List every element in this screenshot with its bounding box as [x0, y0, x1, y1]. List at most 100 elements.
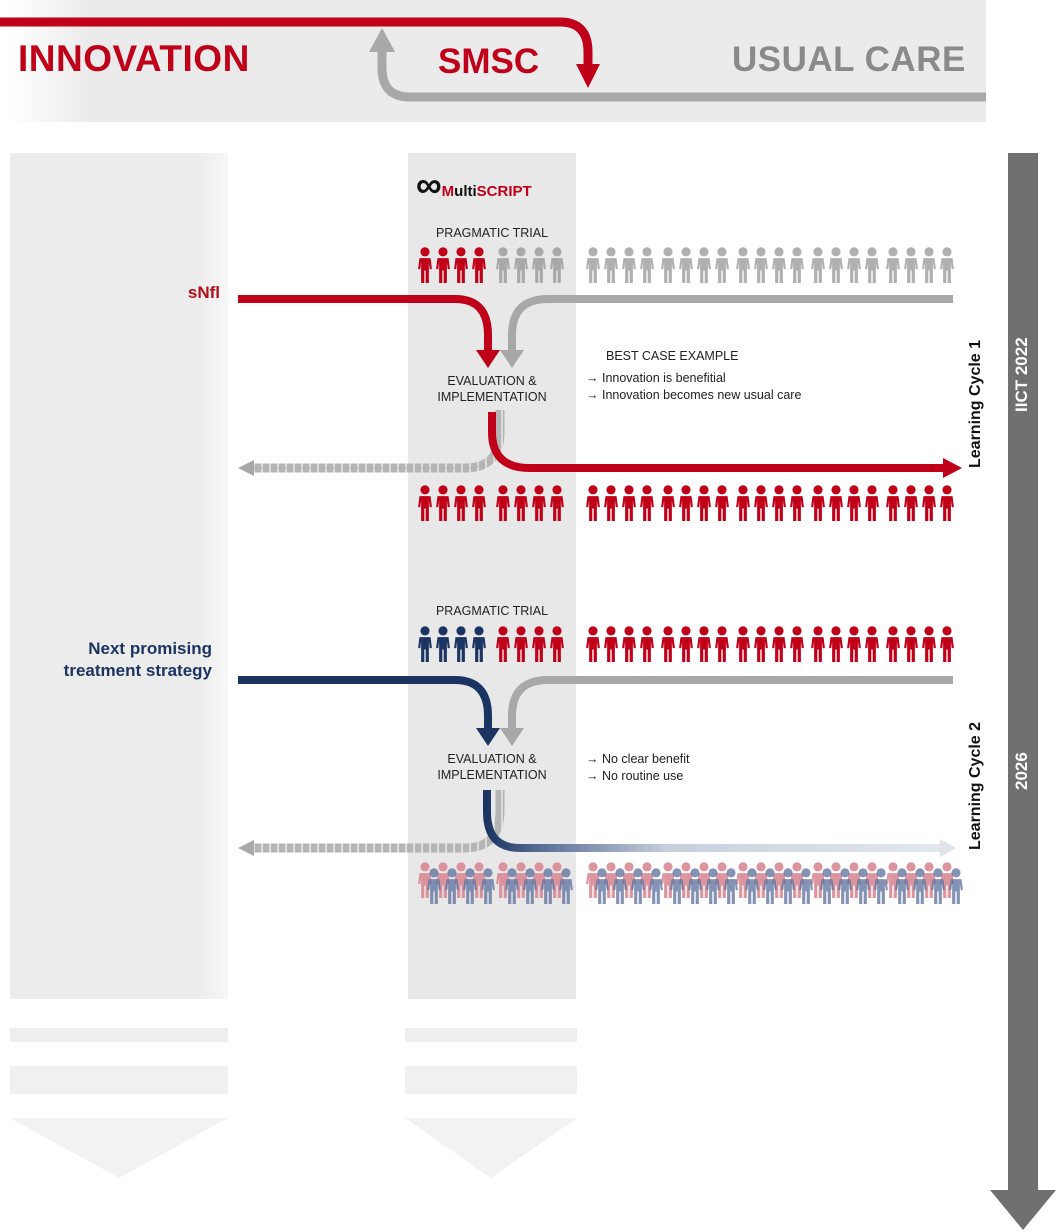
person-icon — [604, 485, 618, 521]
result-line2: → Innovation becomes new usual care — [586, 388, 802, 402]
person-icon — [640, 485, 654, 521]
innovation-panel — [10, 153, 228, 999]
person-icon — [622, 626, 636, 662]
person-icon — [736, 485, 750, 521]
cycle2-results: → No clear benefit → No routine use — [586, 751, 690, 785]
person-icon — [679, 247, 693, 283]
person-icon — [922, 626, 936, 662]
result-line1: → Innovation is benefitial — [586, 371, 726, 385]
person-icon — [622, 247, 636, 283]
innovation-heading: INNOVATION — [18, 38, 250, 79]
person-icon — [640, 247, 654, 283]
person-icon — [661, 485, 675, 521]
person-icon — [904, 247, 918, 283]
person-icon — [772, 626, 786, 662]
person-icon — [586, 485, 600, 521]
person-icon — [697, 626, 711, 662]
person-icon — [886, 247, 900, 283]
best-case-title: BEST CASE EXAMPLE — [606, 349, 739, 363]
person-icon — [886, 485, 900, 521]
header-gray-arrow — [377, 48, 986, 102]
evaluation-label-2: EVALUATION & IMPLEMENTATION — [412, 751, 572, 783]
person-icon — [829, 485, 843, 521]
person-icon — [865, 247, 879, 283]
person-icon — [622, 485, 636, 521]
person-icon — [661, 626, 675, 662]
pragmatic-trial-label-1: PRAGMATIC TRIAL — [435, 226, 549, 240]
post-cycle2-people — [418, 862, 963, 904]
logo-script: SCRIPT — [476, 183, 532, 200]
smsc-s: S — [438, 42, 462, 81]
eval2-line1: EVALUATION & — [447, 752, 537, 766]
smsc-heading: SMSC — [438, 42, 539, 82]
result2-line2: → No routine use — [586, 769, 684, 783]
person-icon — [922, 485, 936, 521]
result2-line1: → No clear benefit — [586, 752, 690, 766]
person-icon — [811, 247, 825, 283]
person-icon — [586, 247, 600, 283]
person-icon — [847, 485, 861, 521]
person-icon — [940, 485, 954, 521]
learning-cycle-2-label: Learning Cycle 2 — [967, 721, 984, 850]
person-icon — [904, 485, 918, 521]
person-icon — [811, 485, 825, 521]
usual-care-heading: USUAL CARE — [732, 40, 966, 79]
smsc-panel — [408, 153, 576, 999]
person-icon — [715, 626, 729, 662]
snfl-label: sNfl — [187, 283, 220, 302]
usual-care-row-1-people — [586, 247, 954, 283]
person-icon — [790, 626, 804, 662]
person-icon — [679, 485, 693, 521]
person-icon — [754, 247, 768, 283]
eval-line1: EVALUATION & — [447, 374, 537, 388]
timeline-label-2026: 2026 — [1012, 752, 1031, 790]
person-icon — [715, 485, 729, 521]
next-strategy-label: Next promising treatment strategy — [20, 638, 212, 682]
strategy-line1: Next promising — [88, 639, 212, 658]
person-icon — [736, 247, 750, 283]
cycle1-results: → Innovation is benefitial → Innovation … — [586, 370, 801, 404]
person-icon — [865, 626, 879, 662]
person-icon — [847, 247, 861, 283]
person-icon — [604, 626, 618, 662]
person-icon — [754, 626, 768, 662]
person-icon — [772, 247, 786, 283]
pragmatic-trial-label-2: PRAGMATIC TRIAL — [435, 604, 549, 618]
person-icon — [679, 626, 693, 662]
strategy-line2: treatment strategy — [63, 661, 212, 680]
eval2-line2: IMPLEMENTATION — [437, 768, 547, 782]
person-icon — [604, 247, 618, 283]
person-icon — [754, 485, 768, 521]
logo-ulti: ulti — [454, 183, 477, 200]
person-icon — [661, 247, 675, 283]
infinity-icon: ∞ — [416, 164, 442, 205]
person-icon — [772, 485, 786, 521]
person-icon — [790, 485, 804, 521]
smsc-rest: MSC — [461, 42, 540, 81]
person-icon — [886, 626, 900, 662]
person-icon — [640, 626, 654, 662]
timeline-arrow — [1008, 153, 1038, 1193]
person-icon — [829, 626, 843, 662]
timeline-label-2022: IICT 2022 — [1012, 337, 1031, 412]
person-icon — [736, 626, 750, 662]
person-icon — [586, 626, 600, 662]
person-icon — [904, 626, 918, 662]
person-icon — [940, 626, 954, 662]
evaluation-label-1: EVALUATION & IMPLEMENTATION — [412, 373, 572, 405]
person-icon — [811, 626, 825, 662]
person-icon — [940, 247, 954, 283]
person-icon — [697, 485, 711, 521]
header-red-arrow — [0, 17, 593, 70]
eval-line2: IMPLEMENTATION — [437, 390, 547, 404]
person-icon — [715, 247, 729, 283]
person-icon — [847, 626, 861, 662]
person-icon — [829, 247, 843, 283]
person-icon — [790, 247, 804, 283]
person-icon — [865, 485, 879, 521]
learning-cycle-1-label: Learning Cycle 1 — [967, 339, 984, 468]
person-icon — [922, 247, 936, 283]
person-icon — [697, 247, 711, 283]
